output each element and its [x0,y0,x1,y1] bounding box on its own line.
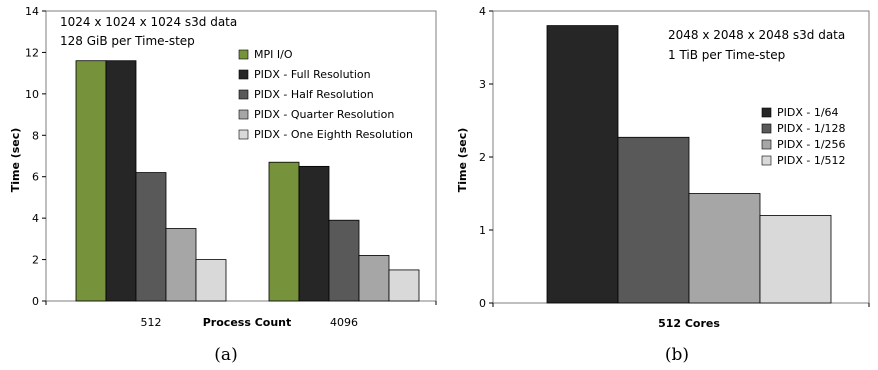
chart-b-annotation: 1 TiB per Time-step [668,48,785,62]
chart-b-legend-swatch [761,155,772,166]
chart-b-y-tick-label: 2 [479,151,486,164]
chart-a-y-tick-label: 10 [25,88,39,101]
chart-b-x-tick-label: 512 Cores [658,317,720,330]
chart-a-y-axis-label: Time (sec) [9,128,22,193]
chart-a-legend-swatch [238,69,249,80]
chart-b-y-tick-label: 1 [479,224,486,237]
chart-a-y-tick-label: 2 [32,254,39,267]
chart-b-bar [688,193,761,304]
chart-a-y-tick-label: 0 [32,295,39,308]
chart-a-legend-label: PIDX - One Eighth Resolution [254,128,413,141]
chart-a-annotation: 1024 x 1024 x 1024 s3d data [60,15,237,29]
chart-a-legend-swatch [238,49,249,60]
chart-a-x-tick-label: 512 [141,316,162,329]
chart-a-annotations: 1024 x 1024 x 1024 s3d data 128 GiB per … [60,15,237,48]
chart-b-y-tick-label: 4 [479,5,486,18]
chart-a-legend-label: PIDX - Half Resolution [254,88,374,101]
chart-b-y-tick-label: 3 [479,78,486,91]
chart-a: 1024 x 1024 x 1024 s3d data 128 GiB per … [9,5,437,329]
chart-b-legend-label: PIDX - 1/512 [777,154,846,167]
chart-b-legend-label: PIDX - 1/128 [777,122,846,135]
chart-a-y-tick-label: 12 [25,46,39,59]
chart-a-legend-label: MPI I/O [254,48,293,61]
chart-b-annotation: 2048 x 2048 x 2048 s3d data [668,28,845,42]
chart-a-legend-swatch [238,129,249,140]
chart-a-y-tick-label: 14 [25,5,39,18]
chart-a-bar [165,228,197,302]
chart-a-legend-label: PIDX - Full Resolution [254,68,371,81]
chart-a-legend-swatch [238,89,249,100]
chart-a-bar [358,255,390,302]
chart-b-legend-swatch [761,107,772,118]
chart-b: 2048 x 2048 x 2048 s3d data 1 TiB per Ti… [456,5,870,330]
panel-a-caption: (a) [214,345,237,365]
chart-b-y-axis-label: Time (sec) [456,128,469,193]
chart-a-bar [105,60,137,302]
chart-a-y-tick-label: 4 [32,212,39,225]
chart-b-bar [759,214,832,304]
chart-b-annotations: 2048 x 2048 x 2048 s3d data 1 TiB per Ti… [668,28,845,62]
chart-a-bar [388,269,420,302]
chart-a-x-axis-label: Process Count [203,316,292,329]
chart-a-bar [75,60,107,302]
chart-b-legend-label: PIDX - 1/256 [777,138,846,151]
chart-b-legend-label: PIDX - 1/64 [777,106,839,119]
panel-b-caption: (b) [665,345,689,365]
chart-a-annotation: 128 GiB per Time-step [60,34,195,48]
chart-a-bar [268,161,300,302]
chart-a-bar [135,172,167,302]
chart-a-y-tick-label: 8 [32,129,39,142]
chart-b-legend-swatch [761,123,772,134]
chart-a-bar [328,219,360,302]
chart-a-x-tick-label: 4096 [330,316,358,329]
chart-b-bar [546,25,619,304]
chart-a-bar [298,165,330,302]
chart-b-y-tick-label: 0 [479,297,486,310]
chart-a-legend-label: PIDX - Quarter Resolution [254,108,394,121]
chart-a-plot-frame [45,10,437,302]
chart-a-legend-swatch [238,109,249,120]
chart-b-bar [617,136,690,304]
chart-a-bar [195,259,227,302]
chart-b-legend-swatch [761,139,772,150]
chart-a-y-tick-label: 6 [32,171,39,184]
